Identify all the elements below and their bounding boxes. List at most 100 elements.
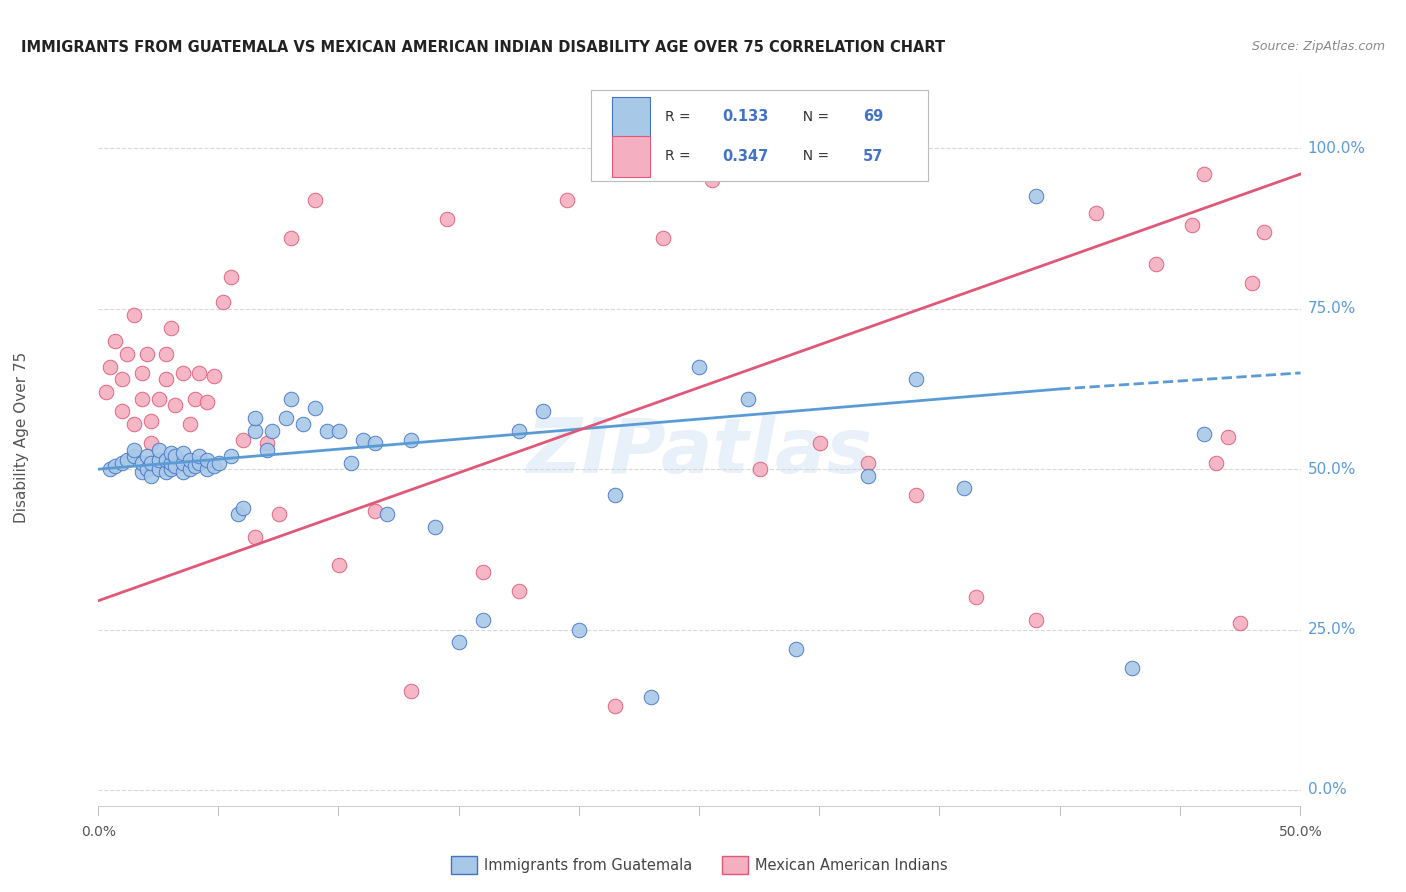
Point (124, 442, 146, 457)
Point (856, 468, 879, 483)
Point (1194, 426, 1216, 441)
Text: 57: 57 (863, 149, 883, 164)
Point (965, 591, 987, 605)
Point (904, 488, 927, 502)
Text: 75.0%: 75.0% (1308, 301, 1355, 317)
Point (188, 366, 211, 380)
Point (135, 462, 157, 476)
FancyBboxPatch shape (592, 90, 928, 181)
Point (399, 683, 422, 698)
Point (104, 334, 127, 348)
Point (159, 462, 181, 476)
Point (188, 456, 211, 470)
Text: 0.0%: 0.0% (82, 825, 115, 839)
Text: |: | (578, 807, 581, 816)
Text: 50.0%: 50.0% (1308, 462, 1355, 476)
Point (737, 392, 759, 406)
Text: 25.0%: 25.0% (1308, 622, 1355, 637)
Text: R =: R = (665, 149, 695, 163)
Point (117, 346, 139, 360)
Point (104, 458, 127, 473)
Point (652, 231, 675, 245)
Text: |: | (1299, 807, 1302, 816)
FancyBboxPatch shape (612, 96, 650, 137)
Text: |: | (1178, 807, 1182, 816)
Point (280, 392, 302, 406)
Point (159, 321, 181, 335)
Point (159, 446, 181, 460)
Text: Disability Age Over 75: Disability Age Over 75 (14, 351, 28, 523)
Point (131, 366, 153, 380)
Point (700, 173, 723, 187)
Point (243, 424, 266, 438)
Point (328, 424, 350, 438)
Point (953, 482, 976, 496)
Point (1253, 225, 1275, 239)
Text: |: | (457, 807, 461, 816)
Point (1181, 219, 1204, 233)
Point (364, 504, 387, 518)
Text: |: | (938, 807, 942, 816)
Point (155, 452, 177, 467)
Point (111, 404, 134, 418)
Point (148, 442, 170, 457)
Point (135, 346, 157, 360)
Point (555, 193, 578, 207)
Point (195, 452, 218, 467)
Text: R =: R = (665, 110, 695, 124)
Point (256, 442, 278, 457)
Point (94, 385, 117, 400)
Point (155, 372, 177, 386)
Point (172, 366, 194, 380)
Point (640, 690, 662, 704)
Point (267, 507, 290, 521)
Point (155, 346, 177, 360)
Point (531, 404, 554, 418)
Text: |: | (697, 807, 702, 816)
Point (375, 507, 398, 521)
Point (141, 468, 163, 483)
Point (447, 635, 470, 649)
Point (179, 417, 201, 432)
Point (148, 462, 170, 476)
Text: 0.347: 0.347 (723, 149, 769, 164)
Point (688, 359, 710, 374)
Point (131, 392, 153, 406)
Point (304, 401, 326, 416)
Text: |: | (818, 807, 821, 816)
Point (472, 613, 495, 627)
Point (159, 456, 181, 470)
Point (183, 458, 205, 473)
Point (399, 434, 422, 448)
Point (243, 529, 266, 543)
Point (131, 456, 153, 470)
Point (1025, 613, 1047, 627)
Point (340, 456, 363, 470)
Point (124, 417, 146, 432)
Point (1144, 257, 1167, 271)
Point (280, 231, 302, 245)
Text: IMMIGRANTS FROM GUATEMALA VS MEXICAN AMERICAN INDIAN DISABILITY AGE OVER 75 CORR: IMMIGRANTS FROM GUATEMALA VS MEXICAN AME… (21, 40, 945, 55)
Point (1194, 167, 1216, 181)
Legend: Immigrants from Guatemala, Mexican American Indians: Immigrants from Guatemala, Mexican Ameri… (446, 850, 953, 880)
Text: 50.0%: 50.0% (1278, 825, 1323, 839)
Point (165, 398, 187, 412)
Point (605, 698, 627, 713)
Text: 0.133: 0.133 (723, 110, 769, 124)
FancyBboxPatch shape (612, 136, 650, 177)
Point (1229, 616, 1251, 631)
Point (328, 558, 350, 573)
Point (148, 392, 170, 406)
Point (219, 269, 242, 284)
Point (195, 394, 218, 409)
Point (1121, 661, 1143, 675)
Point (202, 458, 225, 473)
Point (188, 450, 211, 464)
Point (808, 436, 831, 450)
Point (100, 359, 122, 374)
Point (568, 623, 591, 637)
Point (172, 466, 194, 480)
Point (1241, 276, 1264, 290)
Point (165, 458, 187, 473)
Point (315, 424, 337, 438)
